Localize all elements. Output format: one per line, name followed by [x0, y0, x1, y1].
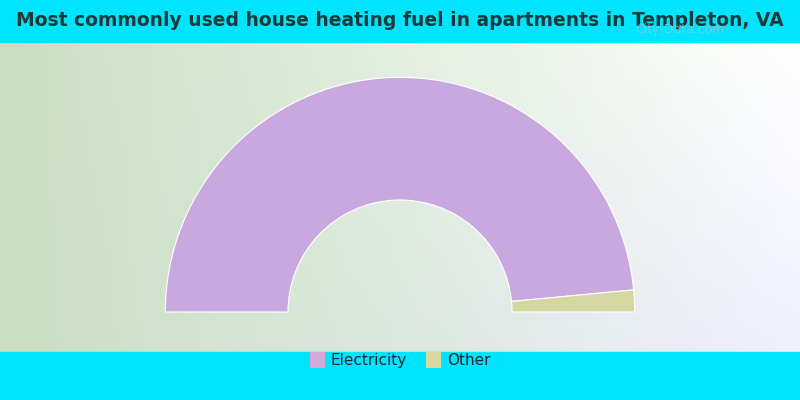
Text: City-Data.com: City-Data.com — [635, 24, 725, 36]
Legend: Electricity, Other: Electricity, Other — [310, 352, 490, 368]
Wedge shape — [166, 77, 634, 312]
Wedge shape — [511, 290, 634, 312]
Bar — [0, 352, 800, 400]
Text: Most commonly used house heating fuel in apartments in Templeton, VA: Most commonly used house heating fuel in… — [16, 12, 784, 30]
Bar — [0, 0, 800, 42]
